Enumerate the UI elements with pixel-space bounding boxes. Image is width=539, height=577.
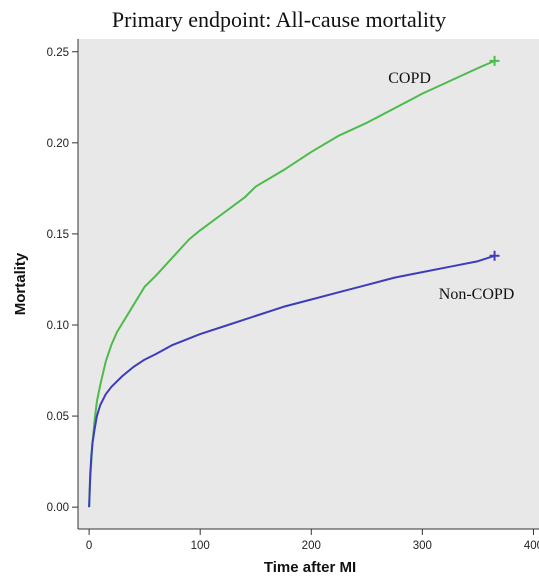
y-tick-label: 0.25 bbox=[47, 47, 69, 59]
series-labels: COPD Non-COPD bbox=[388, 70, 514, 303]
x-axis-title: Time after MI bbox=[264, 559, 356, 576]
x-tick-label: 0 bbox=[86, 540, 92, 552]
x-tick-label: 300 bbox=[413, 540, 432, 552]
axes: 0.00 0.05 0.10 0.15 0.20 0.25 0 100 200 300 400 bbox=[47, 39, 539, 552]
series-line-non-copd bbox=[88, 254, 495, 508]
y-tick-label: 0.10 bbox=[47, 320, 69, 332]
y-tick-label: 0.20 bbox=[47, 138, 69, 150]
x-tick-label: 200 bbox=[302, 540, 321, 552]
y-axis-title: Mortality bbox=[12, 252, 29, 315]
x-tick-label: 400 bbox=[524, 540, 539, 552]
plot-area bbox=[78, 39, 539, 529]
end-marker-non-copd bbox=[489, 250, 500, 261]
y-tick-label: 0.00 bbox=[47, 502, 69, 514]
series-layer bbox=[88, 55, 500, 508]
series-line-copd bbox=[88, 59, 495, 508]
x-tick-label: 100 bbox=[191, 540, 210, 552]
y-tick-label: 0.15 bbox=[47, 229, 69, 241]
end-marker-copd bbox=[489, 55, 500, 66]
series-label-non-copd: Non-COPD bbox=[439, 286, 515, 303]
series-label-copd: COPD bbox=[388, 70, 431, 87]
y-tick-label: 0.05 bbox=[47, 411, 69, 423]
chart-title: Primary endpoint: All-cause mortality bbox=[112, 7, 446, 32]
